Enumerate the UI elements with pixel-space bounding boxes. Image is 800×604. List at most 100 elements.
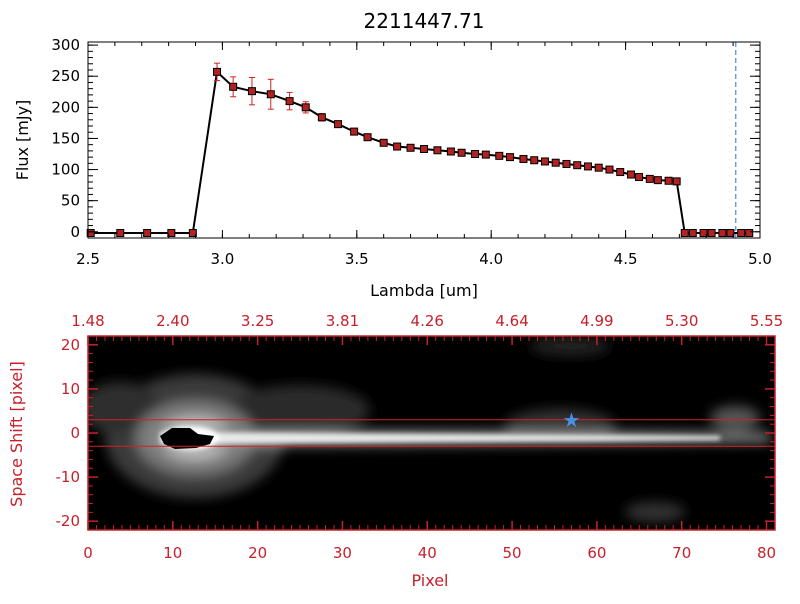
y-tick-label: 100 — [51, 161, 80, 179]
x-tick-label: 2.5 — [76, 250, 100, 268]
spectral-image: ★ — [88, 336, 775, 530]
data-point — [167, 229, 176, 238]
pixel-tick-label: 20 — [248, 544, 267, 562]
x-tick-label: 5.0 — [748, 250, 772, 268]
data-point — [672, 177, 681, 186]
aperture-lines — [88, 419, 775, 447]
data-point — [471, 150, 480, 158]
data-point — [266, 90, 275, 99]
wavelength-tick-label: 5.30 — [665, 312, 698, 330]
x-tick-label: 3.5 — [345, 250, 369, 268]
data-point — [635, 173, 644, 182]
data-point — [406, 143, 415, 152]
y-tick-label: 200 — [51, 98, 80, 116]
pixel-tick-label: 30 — [333, 544, 352, 562]
data-point — [726, 229, 735, 238]
spectrum-xlabel: Lambda [um] — [370, 281, 478, 300]
data-point — [688, 229, 697, 238]
x-tick-label: 3.0 — [210, 250, 234, 268]
wavelength-tick-label: 4.64 — [495, 312, 528, 330]
data-point — [333, 120, 342, 129]
data-point — [213, 67, 222, 76]
data-point — [433, 146, 442, 155]
pixel-tick-label: 60 — [587, 544, 606, 562]
data-point — [664, 176, 673, 185]
pixel-tick-label: 40 — [418, 544, 437, 562]
data-point — [519, 154, 528, 163]
spectrum-marks — [86, 42, 754, 238]
star-marker-icon: ★ — [562, 408, 580, 432]
data-point — [457, 148, 466, 157]
data-point — [699, 229, 708, 238]
data-point — [737, 229, 746, 238]
pixel-tick-label: 80 — [757, 544, 776, 562]
data-point — [573, 161, 582, 170]
wavelength-tick-label: 4.26 — [411, 312, 444, 330]
y-tick-label: 50 — [61, 192, 80, 210]
pixel-tick-label: 10 — [163, 544, 182, 562]
data-point — [229, 82, 238, 91]
saturated-core — [160, 428, 214, 449]
data-point — [495, 151, 504, 160]
wavelength-tick-label: 2.40 — [156, 312, 189, 330]
data-point — [530, 156, 539, 165]
data-point — [616, 168, 625, 177]
data-point — [247, 87, 256, 96]
image-xlabel: Pixel — [411, 571, 448, 590]
spectrum-axes: 2.5 3.0 3.5 4.0 4.5 5.0 0 50 100 150 200 250 300 — [51, 36, 772, 268]
data-point — [562, 159, 571, 168]
data-point — [745, 229, 754, 238]
data-point — [594, 163, 603, 172]
data-point — [645, 174, 654, 183]
shift-tick-label: 0 — [70, 424, 80, 442]
data-point — [393, 142, 402, 151]
x-tick-label: 4.0 — [479, 250, 503, 268]
spectrum-frame — [87, 41, 761, 239]
wavelength-tick-label: 3.81 — [326, 312, 359, 330]
data-point — [506, 153, 515, 162]
data-point — [707, 229, 716, 238]
data-point — [379, 138, 388, 147]
x-tick-label: 4.5 — [614, 250, 638, 268]
wavelength-tick-label: 5.55 — [750, 312, 783, 330]
spectrum-ylabel: Flux [mJy] — [13, 100, 32, 181]
data-point — [680, 229, 689, 238]
data-point — [143, 229, 152, 238]
wavelength-tick-label: 1.48 — [71, 312, 104, 330]
data-point — [116, 229, 125, 238]
data-point — [626, 170, 635, 179]
data-point — [481, 150, 490, 159]
data-point — [317, 113, 326, 122]
pixel-tick-label: 70 — [672, 544, 691, 562]
flux-line — [90, 69, 750, 234]
data-point — [350, 127, 359, 136]
y-tick-label: 250 — [51, 67, 80, 85]
spectrum-plot: 2211447.71 2.5 3.0 3.5 4.0 4.5 5.0 0 50 100 150 20… — [13, 9, 772, 300]
data-point — [446, 147, 455, 156]
image-axes: 0 10 20 30 40 50 60 70 80 1.48 2.40 3.25 3.81 4.26 4.6… — [56, 312, 784, 562]
y-tick-label: 150 — [51, 129, 80, 147]
data-point — [540, 157, 549, 166]
pixel-tick-label: 50 — [503, 544, 522, 562]
data-point — [188, 229, 197, 238]
data-point — [605, 165, 614, 174]
shift-tick-label: -10 — [56, 468, 81, 486]
spectrum-title: 2211447.71 — [364, 9, 485, 33]
wavelength-tick-label: 4.99 — [580, 312, 613, 330]
wavelength-tick-label: 3.25 — [241, 312, 274, 330]
data-point — [653, 176, 662, 185]
data-point — [583, 162, 592, 171]
spectral-image-plot: ★ 0 10 20 30 40 50 60 70 80 1.48 2.40 3.25 3.81 4.26 4… — [7, 312, 783, 590]
pixel-tick-label: 0 — [83, 544, 93, 562]
data-point — [420, 145, 428, 154]
data-point — [551, 158, 560, 167]
data-point — [363, 133, 372, 142]
y-tick-label: 0 — [70, 223, 80, 241]
y-tick-label: 300 — [51, 36, 80, 54]
data-point — [285, 97, 294, 106]
shift-tick-label: 20 — [61, 336, 80, 354]
shift-tick-label: -20 — [56, 512, 81, 530]
shift-tick-label: 10 — [61, 380, 80, 398]
